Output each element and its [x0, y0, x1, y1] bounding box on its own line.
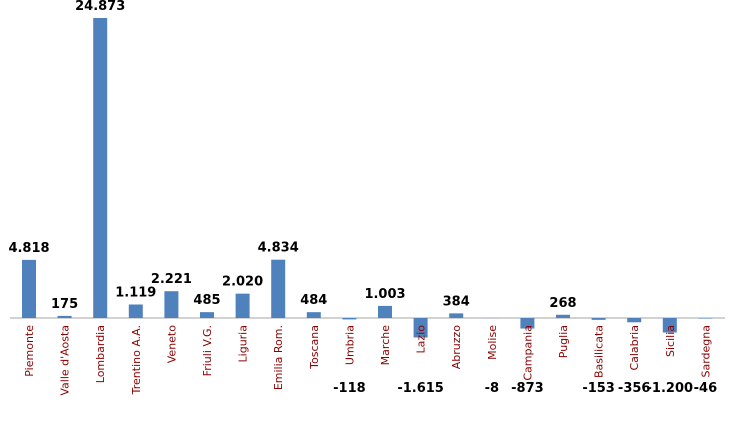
- bar: [57, 315, 72, 318]
- value-label: 268: [549, 296, 576, 311]
- bar: [413, 318, 428, 338]
- bar: [93, 18, 108, 318]
- value-label: -118: [333, 381, 366, 396]
- value-label: 2.020: [222, 275, 263, 290]
- category-label: Lombardia: [94, 325, 107, 383]
- bar: [378, 305, 392, 318]
- bar: [556, 314, 570, 318]
- value-label: -1.200: [647, 381, 694, 396]
- value-label: -8: [485, 381, 499, 396]
- category-label: Piemonte: [23, 325, 36, 377]
- bar: [449, 313, 464, 318]
- bar: [22, 259, 36, 318]
- bar: [128, 304, 143, 318]
- bar: [235, 293, 250, 318]
- category-label: Calabria: [628, 325, 641, 371]
- value-label: 485: [193, 293, 220, 308]
- value-label: 2.221: [151, 272, 192, 287]
- bar: [591, 318, 606, 320]
- value-label: 1.119: [115, 286, 156, 301]
- value-label: -873: [511, 381, 544, 396]
- value-label: 4.818: [8, 241, 49, 256]
- category-label: Sicilia: [664, 325, 677, 357]
- value-label: 175: [51, 297, 78, 312]
- category-label: Lazio: [415, 325, 428, 354]
- category-label: Toscana: [308, 325, 321, 370]
- value-label: -356: [618, 381, 651, 396]
- category-label: Abruzzo: [450, 325, 463, 370]
- category-label: Marche: [379, 325, 392, 366]
- category-label: Umbria: [343, 325, 356, 365]
- bar: [698, 318, 713, 319]
- bar: [271, 259, 286, 318]
- value-label: -1.615: [397, 381, 444, 396]
- bar: [662, 318, 677, 333]
- bar: [164, 291, 179, 318]
- value-label: -46: [694, 381, 718, 396]
- category-label: Emilia Rom.: [272, 325, 285, 390]
- value-label: 1.003: [364, 287, 405, 302]
- value-label: 4.834: [258, 241, 299, 256]
- category-label: Trentino A.A.: [130, 325, 143, 395]
- category-label: Valle d'Aosta: [59, 325, 72, 396]
- value-label: -153: [582, 381, 615, 396]
- bar: [306, 312, 321, 318]
- bar: [627, 318, 642, 323]
- bar: [200, 312, 214, 318]
- value-label: 384: [443, 294, 470, 309]
- bar: [342, 318, 357, 320]
- category-label: Friuli V.G.: [201, 325, 214, 376]
- category-label: Puglia: [557, 325, 570, 358]
- category-label: Molise: [486, 325, 499, 360]
- category-label: Veneto: [165, 325, 178, 363]
- bar: [520, 318, 535, 329]
- category-label: Liguria: [237, 325, 250, 362]
- category-label: Basilicata: [593, 325, 606, 378]
- category-label: Sardegna: [699, 325, 712, 378]
- category-label: Campania: [521, 325, 534, 381]
- value-label: 24.873: [75, 0, 125, 14]
- value-label: 484: [300, 293, 327, 308]
